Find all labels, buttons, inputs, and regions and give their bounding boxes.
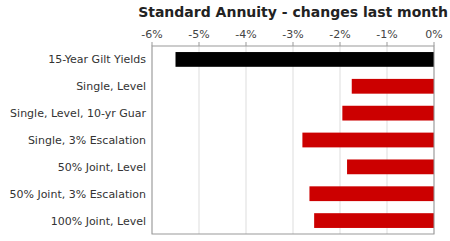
tick-mark (199, 42, 200, 46)
bar (176, 52, 435, 67)
tick-label: -4% (235, 28, 256, 41)
grid-line (293, 46, 294, 234)
bar (314, 213, 434, 228)
bar (352, 79, 434, 94)
category-label: 100% Joint, Level (51, 215, 146, 228)
bar (309, 186, 434, 201)
tick-mark (152, 42, 153, 46)
chart-svg: Standard Annuity - changes last month -6%… (0, 0, 450, 241)
tick-label: -2% (329, 28, 350, 41)
tick-mark (387, 42, 388, 46)
tick-mark (246, 42, 247, 46)
tick-label: -5% (188, 28, 209, 41)
category-label: Single, 3% Escalation (28, 134, 146, 147)
category-label: Single, Level, 10-yr Guar (10, 107, 146, 120)
tick-label: 0% (425, 28, 442, 41)
plot-frame (152, 46, 434, 234)
category-label: 50% Joint, Level (58, 161, 146, 174)
grid (152, 46, 434, 234)
bar (302, 133, 434, 148)
bar (342, 106, 434, 121)
grid-line (246, 46, 247, 234)
category-label: Single, Level (76, 80, 146, 93)
chart-container: Standard Annuity - changes last month -6%… (0, 0, 450, 241)
grid-line (199, 46, 200, 234)
tick-mark (293, 42, 294, 46)
title: Standard Annuity - changes last month (138, 4, 448, 20)
tick-label: -3% (282, 28, 303, 41)
tick-label: -1% (376, 28, 397, 41)
category-label: 15-Year Gilt Yields (48, 53, 146, 66)
tick-label: -6% (141, 28, 162, 41)
category-label: 50% Joint, 3% Escalation (9, 188, 146, 201)
tick-mark (340, 42, 341, 46)
tick-mark (434, 42, 435, 46)
bar (347, 159, 434, 174)
bars (176, 52, 435, 228)
